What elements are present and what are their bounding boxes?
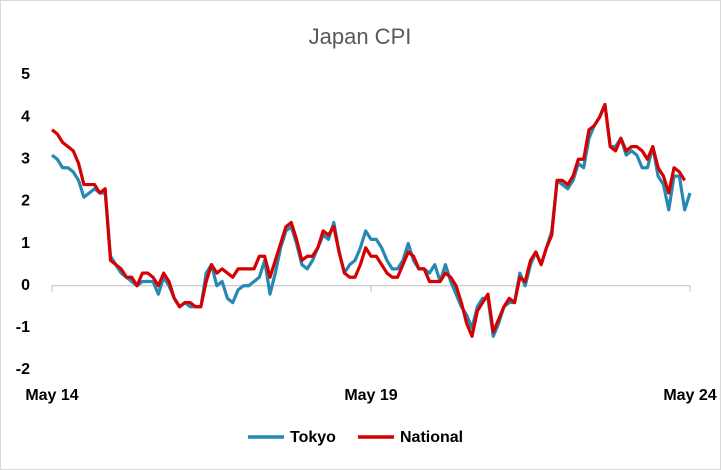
y-tick-label: -2 (16, 361, 30, 378)
chart-title: Japan CPI (309, 24, 412, 49)
y-tick-label: 2 (21, 193, 30, 210)
x-tick-label: May 14 (25, 387, 78, 404)
y-tick-label: -1 (16, 319, 30, 336)
legend-label: Tokyo (290, 429, 336, 446)
x-tick-label: May 19 (344, 387, 397, 404)
y-tick-label: 5 (21, 66, 30, 83)
y-tick-label: 3 (21, 151, 30, 168)
y-tick-label: 4 (21, 108, 30, 125)
x-tick-label: May 24 (663, 387, 716, 404)
line-series (51, 102, 692, 338)
line-series (51, 102, 687, 338)
y-tick-label: 0 (21, 277, 30, 294)
legend-label: National (400, 429, 463, 446)
y-tick-label: 1 (21, 235, 30, 252)
